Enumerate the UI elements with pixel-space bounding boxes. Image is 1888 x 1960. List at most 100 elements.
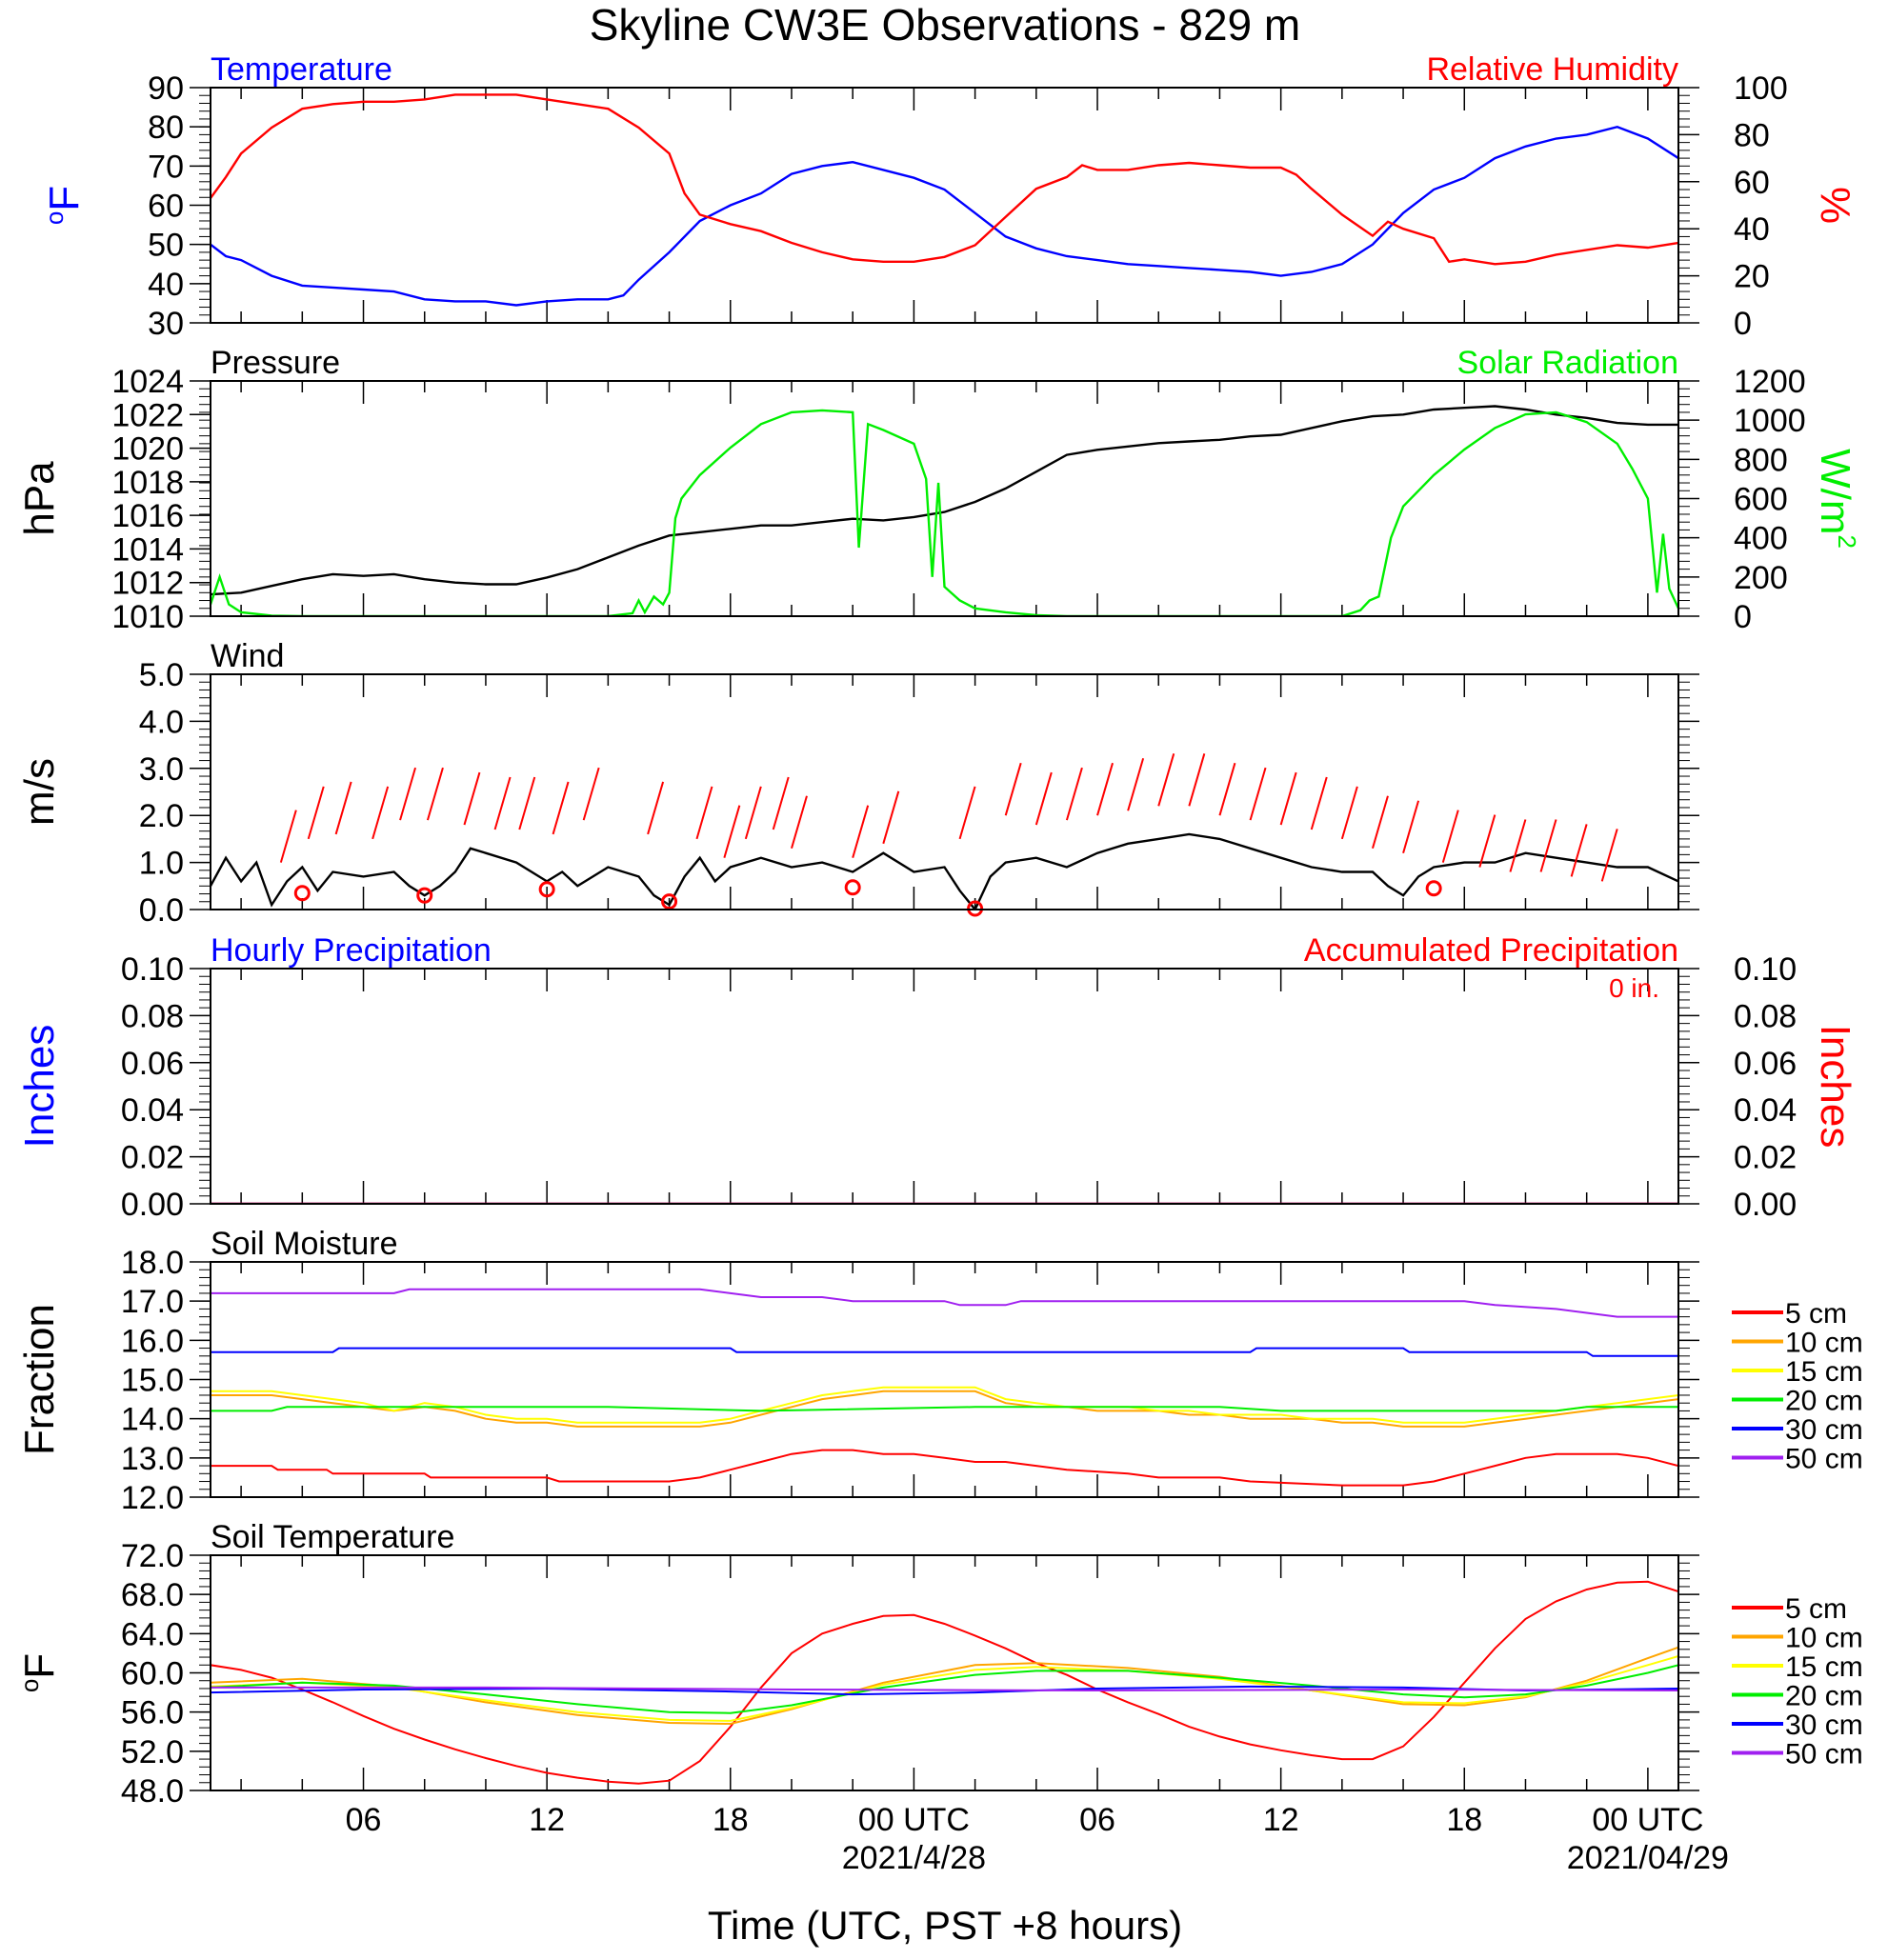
panel-frame	[210, 87, 1679, 324]
panel-title-left: Temperature	[211, 51, 392, 88]
y-tick-label-right: 600	[1734, 482, 1788, 518]
panel-title-left: Pressure	[211, 345, 340, 381]
y-tick-label-right: 0.08	[1734, 998, 1797, 1034]
y-tick-label-right: 40	[1734, 211, 1770, 248]
wind-barb	[426, 767, 444, 821]
y-tick-label-right: 20	[1734, 259, 1770, 295]
figure-title: Skyline CW3E Observations - 829 m	[590, 0, 1301, 50]
wind-barb	[1509, 819, 1527, 872]
wind-barb	[1340, 786, 1358, 840]
panel-title-right: Relative Humidity	[1426, 51, 1678, 88]
wind-barb	[772, 776, 790, 830]
wind-barb	[463, 771, 481, 826]
series-line-pressure	[211, 405, 1678, 596]
x-tick-label: 12	[529, 1802, 565, 1838]
y-tick-label: 52.0	[121, 1734, 184, 1770]
series-line-50-cm	[211, 1288, 1678, 1318]
wind-barb	[552, 781, 570, 835]
y-tick-label: 2.0	[139, 798, 184, 834]
wind-barb	[1157, 753, 1175, 807]
wind-barb	[744, 786, 762, 840]
y-tick-label-right: 80	[1734, 117, 1770, 153]
wind-barb	[1310, 776, 1328, 830]
y-tick-label-right: 0.02	[1734, 1140, 1797, 1176]
y-tick-label: 15.0	[121, 1363, 184, 1399]
y-tick-label-right: 1200	[1734, 364, 1806, 400]
wind-barb	[1218, 762, 1236, 816]
wind-barb	[1188, 753, 1206, 807]
panel-soil_temp: 72.068.064.0 60.056.052.048.0 Soil Tempera…	[15, 1519, 1863, 1810]
y-tick-label: 0.02	[121, 1140, 184, 1176]
wind-barb	[1065, 767, 1083, 821]
panel-title-left: Soil Temperature	[211, 1519, 454, 1555]
y-tick-label: 17.0	[121, 1284, 184, 1320]
y-tick-label-right: 200	[1734, 560, 1788, 596]
y-tick-label: 30	[148, 306, 184, 342]
y-axis-label-left: Inches	[16, 1025, 63, 1149]
wind-barb	[723, 805, 741, 858]
y-tick-label: 50	[148, 228, 184, 264]
legend-label: 20 cm	[1785, 1386, 1863, 1417]
calm-wind-marker	[416, 887, 433, 904]
y-tick-label: 13.0	[121, 1441, 184, 1477]
y-tick-label: 12.0	[121, 1480, 184, 1516]
legend-label: 5 cm	[1785, 1298, 1847, 1330]
y-tick-label-right: 1000	[1734, 403, 1806, 439]
wind-barb	[279, 810, 297, 863]
accumulated-total: 0 in.	[1609, 973, 1659, 1003]
series-line-5-cm	[211, 1449, 1678, 1487]
wind-barb	[852, 805, 870, 858]
y-tick-label: 1024	[111, 364, 184, 400]
y-tick-label: 0.00	[121, 1187, 184, 1223]
series-line-5-cm	[211, 1580, 1678, 1785]
y-tick-label: 90	[148, 70, 184, 107]
unit-superscript: 2	[1833, 534, 1861, 548]
y-tick-label: 1.0	[139, 846, 184, 882]
series-line-20-cm	[211, 1406, 1678, 1412]
y-tick-label: 16.0	[121, 1323, 184, 1359]
wind-barb	[493, 776, 512, 830]
y-tick-label: 5.0	[139, 657, 184, 693]
wind-barb	[1279, 771, 1297, 826]
series-line-30-cm	[211, 1347, 1678, 1357]
series-line-solar-radiation	[211, 409, 1678, 616]
y-tick-label-right: 0	[1734, 306, 1752, 342]
wind-barb	[1539, 819, 1557, 872]
y-tick-label-right: 400	[1734, 521, 1788, 557]
y-tick-label-right: 0.04	[1734, 1092, 1797, 1129]
legend-label: 15 cm	[1785, 1651, 1863, 1683]
wind-barb	[1441, 810, 1459, 863]
y-tick-label: 18.0	[121, 1245, 184, 1281]
series-line-30-cm	[211, 1685, 1678, 1696]
y-tick-label: 0.0	[139, 892, 184, 929]
time-axis-label: Time (UTC, PST +8 hours)	[708, 1903, 1182, 1948]
y-tick-label-right: 100	[1734, 70, 1788, 107]
y-axis-label-right: %	[1812, 187, 1858, 224]
degree-mark: o	[40, 211, 69, 225]
legend-label: 5 cm	[1785, 1593, 1847, 1625]
x-tick-label: 12	[1263, 1802, 1299, 1838]
y-tick-label: 4.0	[139, 704, 184, 740]
y-tick-label: 0.10	[121, 951, 184, 988]
y-tick-label: 72.0	[121, 1538, 184, 1574]
wind-barb	[1004, 762, 1022, 816]
unit-letter: F	[41, 186, 88, 211]
y-tick-label: 0.04	[121, 1092, 184, 1129]
y-tick-label-right: 0.00	[1734, 1187, 1797, 1223]
y-axis-label-left: oF	[40, 186, 88, 225]
unit-letter: F	[16, 1653, 63, 1679]
panel-precip: 0.10 0.08 0.06 0.04 0.02 0.00 0.10 0.08 0.06 0.04…	[16, 932, 1858, 1223]
y-tick-label: 1014	[111, 531, 184, 568]
y-tick-label: 14.0	[121, 1402, 184, 1438]
y-tick-label: 68.0	[121, 1577, 184, 1613]
y-tick-label-right: 0	[1734, 599, 1752, 635]
y-axis-label-left: oF	[15, 1653, 63, 1692]
series-line-15-cm	[211, 1386, 1678, 1424]
y-axis-label-right-text: Inches	[1812, 1025, 1858, 1149]
